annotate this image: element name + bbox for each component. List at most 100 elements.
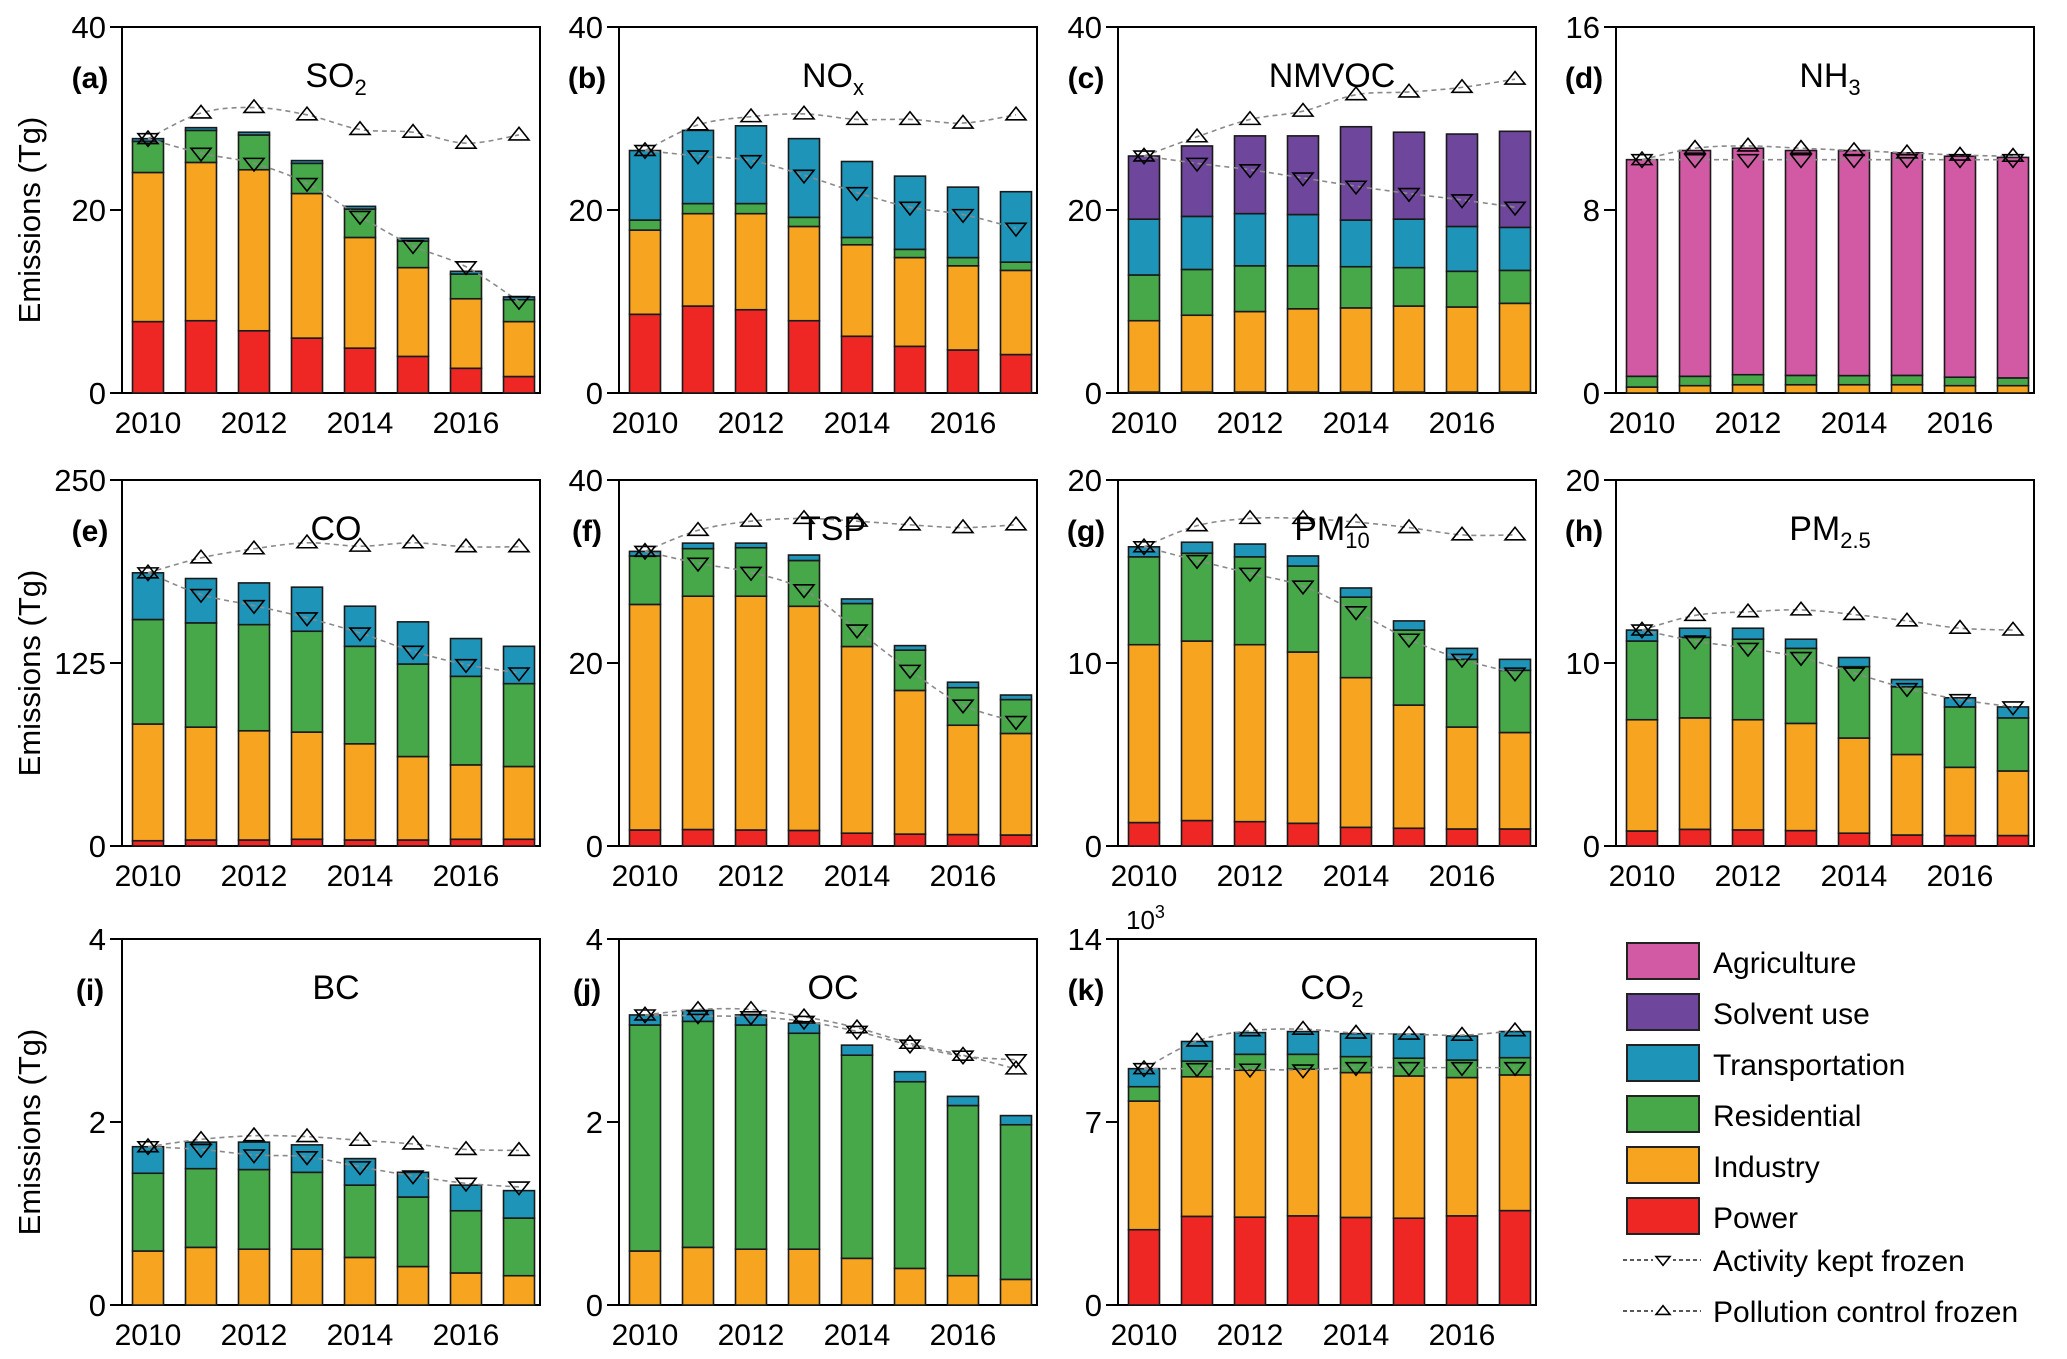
bar-segment-power [502, 838, 536, 847]
bar-stack [840, 160, 874, 394]
bar-segment-industry [787, 225, 821, 322]
bar-segment-power [893, 833, 927, 847]
control-frozen-line [147, 1134, 520, 1152]
x-tick-label: 2010 [115, 1319, 182, 1352]
activity-frozen-marker [1789, 651, 1813, 667]
control-frozen-line [147, 542, 520, 574]
bar-segment-residential [628, 555, 662, 606]
bar-segment-transportation [1127, 218, 1161, 276]
control-frozen-marker [507, 126, 531, 141]
control-frozen-marker [1503, 70, 1527, 85]
bar-segment-residential [1837, 665, 1871, 739]
activity-frozen-line [1143, 546, 1516, 674]
bar-segment-residential [1678, 636, 1712, 719]
control-frozen-marker [951, 518, 975, 534]
bar-segment-transportation [734, 542, 768, 549]
control-frozen-marker [1344, 513, 1368, 528]
panel-i: 0 2 4 2010 2012 2014 2016 (i) BC Emissions (Tg) [12, 922, 541, 1352]
activity-frozen-marker [2001, 701, 2025, 716]
bar-segment-industry [840, 645, 874, 834]
y-tick-label: 0 [1085, 829, 1102, 864]
bar-stack [396, 621, 430, 847]
bar-stack [343, 1157, 377, 1306]
bar-segment-power [787, 319, 821, 394]
control-frozen-marker [1736, 602, 1760, 618]
activity-frozen-line [147, 1145, 520, 1188]
bar-stack [1784, 638, 1818, 847]
legend-label: Transportation [1713, 1049, 1905, 1082]
bar-segment-power [1943, 834, 1977, 847]
control-frozen-marker [507, 537, 531, 553]
bar-segment-residential [1445, 658, 1479, 728]
bar-segment-industry [893, 1267, 927, 1306]
bar-stack [184, 1141, 218, 1306]
bar-segment-residential [1233, 1053, 1267, 1072]
control-frozen-marker [1683, 606, 1707, 622]
bar-segment-residential [1233, 556, 1267, 646]
bar-segment-residential [1445, 270, 1479, 308]
activity-frozen-marker [898, 1039, 922, 1055]
y-tick-label: 10 [1068, 646, 1102, 681]
bar-segment-power [893, 345, 927, 394]
panel-letter: (g) [1067, 515, 1105, 548]
control-frozen-marker [792, 1007, 816, 1023]
bar-stack [1498, 130, 1532, 394]
legend-swatch-industry [1626, 1146, 1700, 1184]
legend-swatch-residential [1626, 1095, 1700, 1133]
activity-frozen-marker [454, 1177, 478, 1193]
legend-label: Solvent use [1713, 998, 1870, 1031]
legend-swatch-solvent [1626, 993, 1700, 1031]
bar-stack [1731, 627, 1765, 847]
control-frozen-marker [295, 1127, 319, 1143]
bar-stack [396, 237, 430, 394]
x-tick-label: 2016 [1429, 407, 1496, 440]
bar-segment-power [1392, 1217, 1426, 1306]
bar-segment-power [1127, 1228, 1161, 1306]
control-frozen-marker [1185, 127, 1209, 143]
legend-label: Residential [1713, 1100, 1861, 1133]
panel-a: 0 20 40 2010 2012 2014 2016 (a) SO2 Emissions (Tg… [12, 10, 541, 440]
bar-segment-transportation [237, 131, 271, 136]
control-frozen-marker [1185, 1032, 1209, 1047]
bar-segment-power [681, 305, 715, 394]
legend-marker-bg [1653, 1251, 1673, 1269]
bar-segment-residential [734, 1024, 768, 1250]
bar-segment-agriculture [1678, 149, 1712, 378]
bar-segment-transportation [1180, 1040, 1214, 1062]
activity-frozen-line [1143, 1066, 1515, 1071]
bar-segment-industry [343, 236, 377, 349]
panel-title-main: NH [1799, 57, 1848, 95]
bar-segment-residential [237, 1168, 271, 1250]
bar-stack [184, 126, 218, 394]
control-frozen-marker [242, 98, 266, 114]
bar-segment-power [628, 313, 662, 394]
panel-title: CO [311, 510, 362, 548]
activity-frozen-marker [686, 1010, 710, 1025]
y-tick-label: 0 [1583, 376, 1600, 411]
bar-segment-transportation [184, 126, 218, 132]
control-frozen-marker [454, 134, 478, 149]
panel-title-main: PM [1789, 510, 1840, 548]
control-frozen-marker [1004, 1059, 1028, 1075]
bar-segment-industry [1286, 1068, 1320, 1217]
bar-segment-power [449, 367, 483, 394]
activity-frozen-line [644, 149, 1017, 230]
panel-title-subscript: 2 [354, 75, 366, 100]
x-tick-label: 2014 [327, 1319, 394, 1352]
x-tick-label: 2016 [433, 1319, 500, 1352]
activity-frozen-marker [1238, 567, 1262, 583]
bar-segment-power [1678, 828, 1712, 847]
y-tick-label: 0 [1583, 829, 1600, 864]
bar-segment-transportation [1180, 215, 1214, 271]
activity-frozen-marker [454, 658, 478, 674]
bar-segment-residential [1180, 268, 1214, 317]
control-frozen-marker [401, 1135, 425, 1150]
bar-stack [1127, 1067, 1161, 1306]
bar-segment-industry [1731, 718, 1765, 831]
x-tick-label: 2012 [718, 407, 785, 440]
activity-frozen-marker [242, 599, 266, 615]
bar-segment-solvent-use [1180, 145, 1214, 218]
control-frozen-marker [1132, 1059, 1156, 1075]
control-frozen-marker [1397, 83, 1421, 98]
activity-frozen-marker [1683, 153, 1707, 169]
